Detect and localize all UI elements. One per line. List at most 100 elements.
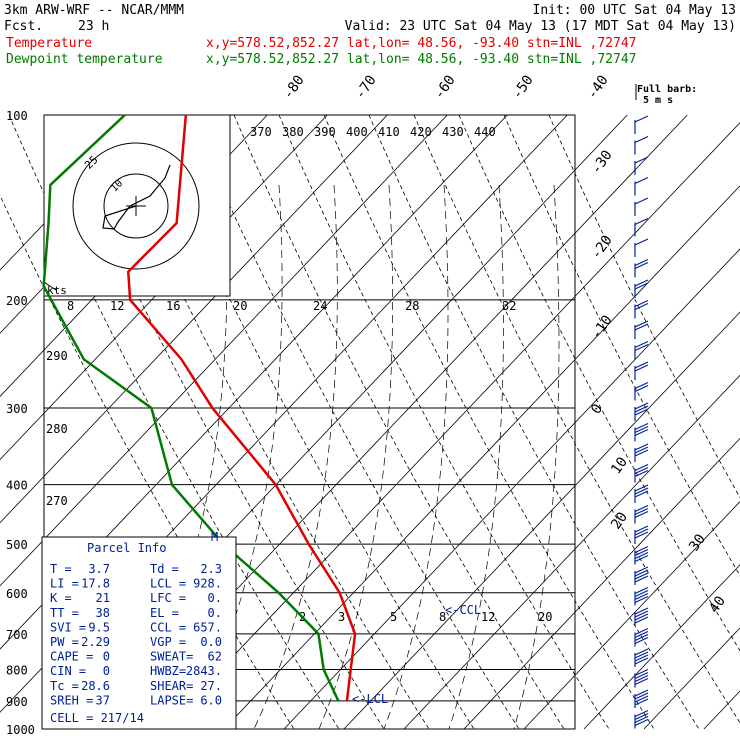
pressure-label: 800 — [6, 663, 28, 677]
pressure-label: 400 — [6, 479, 28, 493]
parcel-info-cell: 17.8 — [81, 577, 110, 591]
parcel-info-cell: 28.6 — [81, 679, 110, 693]
wind-legend-title: Full barb: — [637, 84, 697, 95]
parcel-info-cell: 657. — [193, 620, 222, 634]
parcel-cell: CELL = 217/14 — [50, 711, 144, 725]
mixing-ratio-label: 24 — [313, 299, 327, 313]
dry-adiabat — [278, 114, 610, 730]
hodograph-ring-outer — [72, 142, 200, 270]
parcel-info-cell: Td = — [150, 562, 179, 576]
wind-barb — [634, 402, 649, 421]
parcel-info-cell: TT = — [50, 606, 79, 620]
isotherm-line — [463, 437, 740, 730]
parcel-info-cell: SWEAT= — [150, 650, 193, 664]
hodograph-trace — [102, 164, 171, 230]
dry-adiabat — [413, 114, 740, 724]
wind-barb — [634, 545, 649, 565]
mixing-ratio-lower-label: 3 — [338, 610, 345, 624]
parcel-info-cell: 2.3 — [200, 562, 222, 576]
isotherm-line — [283, 248, 740, 730]
theta-e-label: 430 — [442, 125, 464, 139]
dry-adiabat — [458, 114, 740, 652]
wind-legend-value: 5 m s — [643, 95, 673, 106]
parcel-info-panel: Parcel Info M T = 3.7 Td = 2.3 LI = 17.8 LCL =… — [41, 530, 237, 730]
wind-barb — [634, 566, 649, 585]
theta-e-label: 420 — [410, 125, 432, 139]
theta-e-label: 400 — [346, 125, 368, 139]
mixing-ratio-lower-label: 20 — [538, 610, 552, 624]
parcel-info-cell: Tc = — [50, 679, 79, 693]
theta-e-label: 410 — [378, 125, 400, 139]
model-title: 3km ARW-WRF -- NCAR/MMM — [4, 3, 184, 18]
parcel-info-cell: SVI = — [50, 620, 86, 634]
wind-barb — [634, 668, 649, 688]
parcel-info-cell: SHEAR= — [150, 679, 193, 693]
parcel-info-cell: 2843. — [186, 664, 222, 678]
isotherm-line — [0, 114, 508, 650]
pressure-label: 900 — [6, 695, 28, 709]
adiabat-label: 270 — [46, 494, 68, 508]
parcel-info-cell: PW = — [50, 635, 79, 649]
parcel-info-cell: 0. — [208, 591, 222, 605]
wind-barb — [634, 176, 649, 196]
hodograph-ring-inner — [103, 173, 169, 239]
parcel-info-cell: 6.0 — [200, 693, 222, 707]
parcel-info-cell: 3.7 — [88, 562, 110, 576]
mixing-ratio-label: 28 — [405, 299, 419, 313]
legend-dewpoint: Dewpoint temperature — [6, 52, 163, 67]
parcel-info-cell: 62 — [208, 650, 222, 664]
isotherm-line — [163, 122, 740, 730]
isotherm-label: 0 — [588, 401, 606, 417]
wind-barb — [634, 115, 649, 134]
legend-dewpoint-info: x,y=578.52,852.27 lat,lon= 48.56, -93.40… — [206, 52, 636, 67]
wind-barb — [634, 381, 649, 401]
pressure-label: 100 — [6, 109, 28, 123]
mixing-ratio-label: 16 — [166, 299, 180, 313]
wind-barb — [634, 443, 649, 462]
moist-adiabat — [513, 184, 560, 730]
wind-barb — [634, 627, 649, 647]
parcel-info-cell: 2.29 — [81, 635, 110, 649]
pressure-label: 200 — [6, 294, 28, 308]
wind-barb — [634, 709, 649, 729]
fcst-value: 23 h — [78, 19, 109, 34]
wind-barb — [634, 197, 649, 216]
dry-adiabat — [0, 194, 295, 730]
moist-adiabat — [253, 184, 338, 730]
parcel-info-cell: 21 — [96, 591, 110, 605]
wind-barb — [634, 279, 649, 298]
temperature-trace — [126, 114, 357, 702]
parcel-info-cell: K = — [50, 591, 72, 605]
mixing-ratio-label: 8 — [67, 299, 74, 313]
moist-adiabat — [188, 184, 283, 730]
parcel-info-cell: 38 — [96, 606, 110, 620]
legend-temperature-info: x,y=578.52,852.27 lat,lon= 48.56, -93.40… — [206, 36, 636, 51]
theta-e-label: 370 — [250, 125, 272, 139]
wind-barb — [634, 320, 649, 339]
dry-adiabat — [323, 114, 655, 730]
wind-barb — [634, 586, 649, 606]
wind-barb — [634, 156, 649, 175]
pressure-label: 700 — [6, 628, 28, 642]
isotherm-label: -50 — [509, 72, 537, 102]
mixing-ratio-label: 20 — [233, 299, 247, 313]
moist-adiabat — [383, 184, 449, 730]
wind-barb — [634, 422, 649, 442]
wind-barb — [634, 463, 649, 483]
wind-barb — [634, 217, 649, 237]
moist-adiabat — [123, 184, 228, 730]
dry-adiabat — [503, 114, 740, 577]
theta-e-label: 440 — [474, 125, 496, 139]
parcel-info-cell: 0. — [208, 606, 222, 620]
parcel-info-cell: CIN = — [50, 664, 86, 678]
theta-e-label: 390 — [314, 125, 336, 139]
dry-adiabat — [233, 114, 565, 730]
wind-barb — [634, 689, 649, 708]
parcel-info-cell: CAPE = — [50, 650, 93, 664]
isotherm-label: -10 — [588, 312, 616, 342]
moist-adiabat — [318, 184, 393, 730]
wind-barb — [634, 361, 649, 380]
valid-time: Valid: 23 UTC Sat 04 May 13 (17 MDT Sat … — [345, 19, 736, 34]
wind-barb — [634, 504, 649, 524]
sounding-traces — [42, 114, 357, 702]
